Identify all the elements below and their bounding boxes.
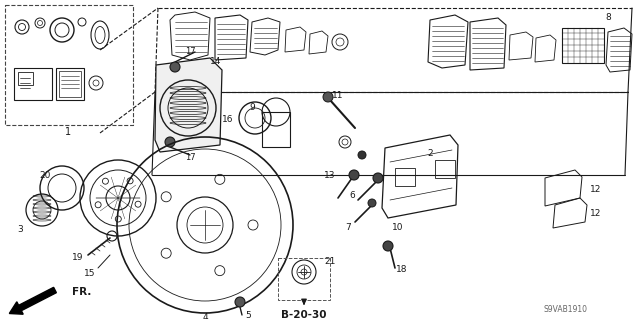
Text: 15: 15 (84, 270, 96, 278)
Text: 10: 10 (392, 224, 404, 233)
Circle shape (373, 173, 383, 183)
Text: 21: 21 (324, 257, 336, 266)
Text: 5: 5 (245, 310, 251, 319)
Text: FR.: FR. (72, 287, 92, 297)
Text: 4: 4 (202, 313, 208, 319)
Bar (262, 112, 290, 147)
Polygon shape (155, 58, 222, 152)
Text: 11: 11 (332, 91, 344, 100)
Bar (278, 258, 330, 300)
Text: 1: 1 (65, 127, 71, 137)
Text: 17: 17 (185, 48, 196, 56)
Circle shape (170, 62, 180, 72)
Text: 9: 9 (249, 103, 255, 113)
Text: 3: 3 (17, 226, 23, 234)
Text: 7: 7 (345, 224, 351, 233)
Bar (18, 72, 33, 85)
Circle shape (165, 137, 175, 147)
Bar (59, 71, 81, 97)
Circle shape (349, 170, 359, 180)
Bar (562, 28, 604, 63)
Bar (5, 5, 133, 125)
Text: 14: 14 (210, 57, 221, 66)
Text: S9VAB1910: S9VAB1910 (543, 306, 587, 315)
Bar (395, 168, 415, 186)
Text: B-20-30: B-20-30 (281, 310, 327, 319)
Text: 18: 18 (396, 265, 408, 275)
Circle shape (383, 241, 393, 251)
Circle shape (358, 151, 366, 159)
Text: 6: 6 (349, 190, 355, 199)
Circle shape (323, 92, 333, 102)
Circle shape (235, 297, 245, 307)
Text: 8: 8 (605, 13, 611, 23)
Text: 2: 2 (427, 149, 433, 158)
Bar (14, 68, 52, 100)
Text: 20: 20 (39, 170, 51, 180)
Text: 12: 12 (590, 209, 602, 218)
Text: 17: 17 (185, 153, 196, 162)
Text: 16: 16 (222, 115, 234, 124)
Text: 19: 19 (72, 254, 84, 263)
Bar (435, 160, 455, 178)
Circle shape (368, 199, 376, 207)
Text: 13: 13 (324, 170, 336, 180)
Text: 12: 12 (590, 186, 602, 195)
Bar (56, 68, 84, 100)
FancyArrow shape (10, 287, 56, 314)
